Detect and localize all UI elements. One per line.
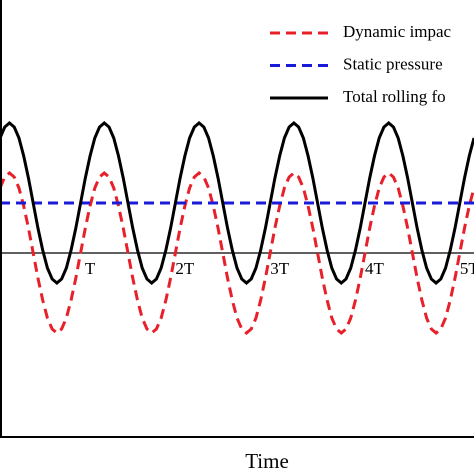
x-tick-label: 2T (175, 259, 195, 278)
x-tick-label: 5T (460, 259, 474, 278)
series-line (0, 171, 474, 335)
legend-label: Dynamic impac (343, 22, 452, 41)
legend-label: Total rolling fo (343, 87, 446, 106)
series-line (0, 121, 474, 285)
legend-label: Static pressure (343, 54, 443, 73)
x-tick-label: 3T (270, 259, 290, 278)
x-tick-label: 4T (365, 259, 385, 278)
x-axis-label: Time (245, 449, 289, 473)
plot-area (0, 121, 474, 335)
x-tick-label: T (85, 259, 96, 278)
